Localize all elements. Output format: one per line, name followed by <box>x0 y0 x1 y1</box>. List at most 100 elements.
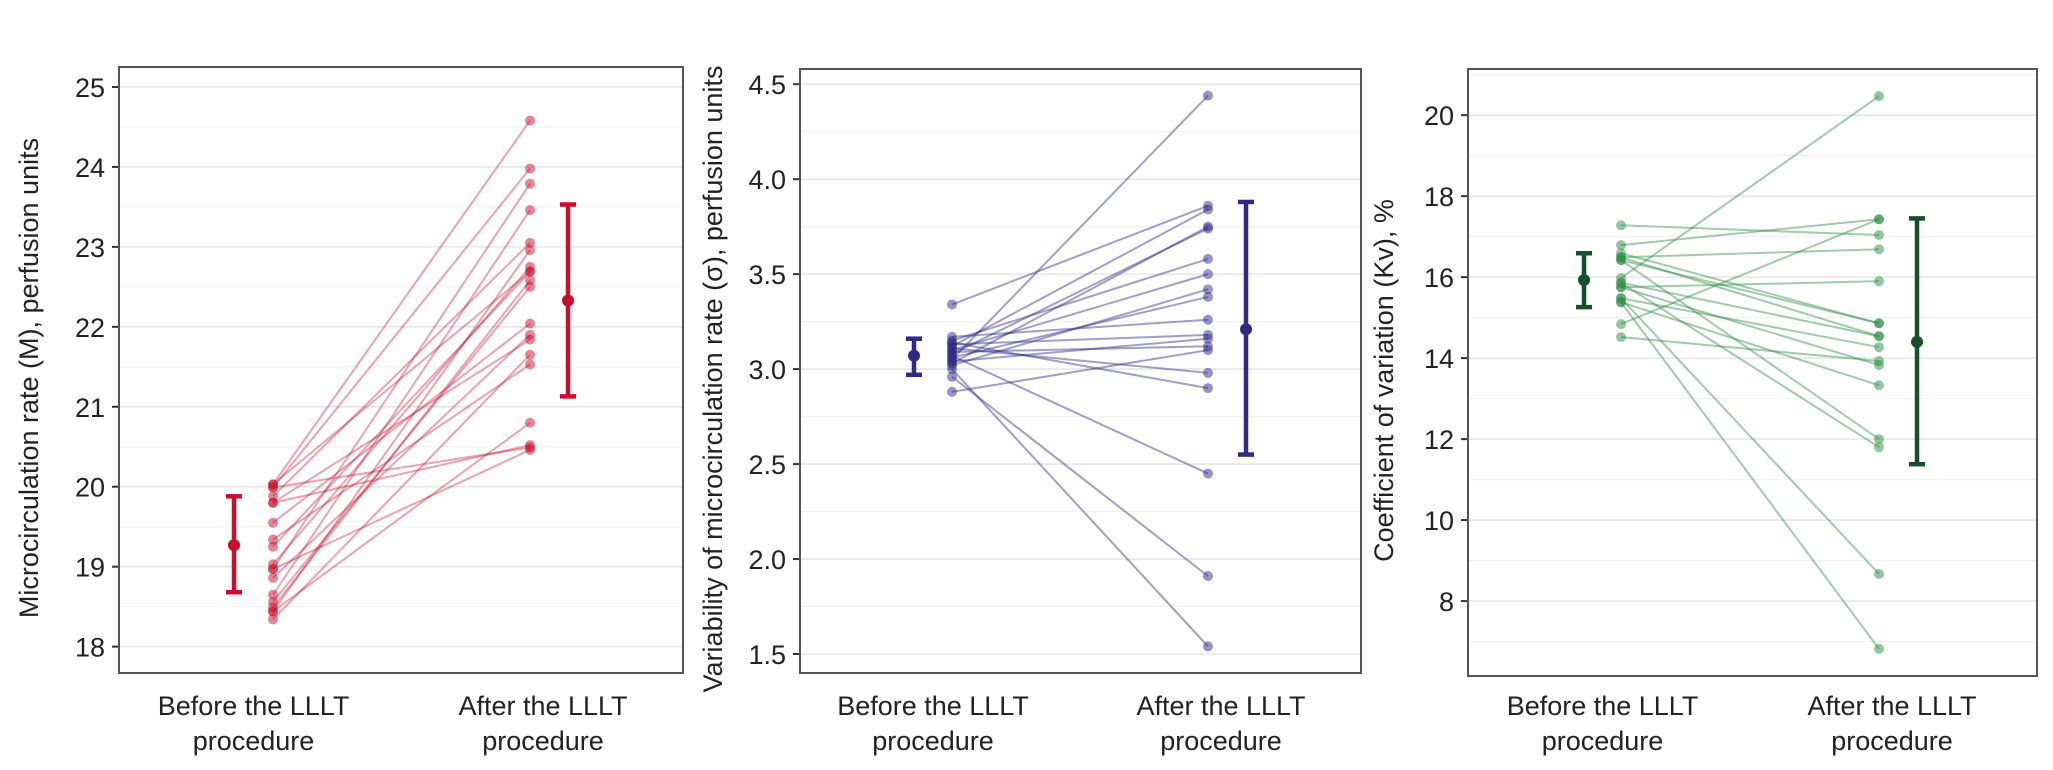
point-after <box>1874 244 1884 255</box>
y-tick-label: 20 <box>1424 101 1454 131</box>
point-after <box>525 417 535 428</box>
subject-line <box>272 249 531 613</box>
x-category-label: After the LLLT <box>1807 691 1976 721</box>
point-before <box>268 589 278 600</box>
mean-point-before <box>1578 273 1590 286</box>
subject-line <box>951 318 1209 338</box>
x-category-label: After the LLLT <box>458 691 627 721</box>
subject-line <box>272 338 531 504</box>
x-category-label: After the LLLT <box>1136 691 1305 721</box>
subject-line <box>1620 281 1880 449</box>
point-after <box>1203 204 1213 215</box>
x-category-label: Before the LLLT <box>1507 691 1699 721</box>
x-category-label: Before the LLLT <box>158 691 350 721</box>
panel-variability-sigma: 1.5 2.0 2.5 3.0 3.5 4.0 4.5 Before the LLLT proc… <box>698 66 1362 756</box>
subject-line <box>1620 224 1880 237</box>
mean-point-after <box>562 294 574 307</box>
point-after <box>1203 641 1213 652</box>
subject-line <box>951 368 1209 648</box>
y-tick-label: 23 <box>75 233 105 263</box>
subject-line <box>1620 256 1880 338</box>
mean-point-before <box>908 349 920 362</box>
point-after <box>1874 442 1884 453</box>
subject-line <box>1620 301 1880 650</box>
subject-line <box>272 286 531 603</box>
y-tick-label: 21 <box>75 393 105 423</box>
subject-line <box>272 270 531 486</box>
subject-line <box>272 421 531 613</box>
point-after <box>525 178 535 189</box>
subject-line <box>1620 248 1880 259</box>
subject-line <box>951 337 1209 363</box>
subject-line <box>272 266 531 565</box>
mean-point-before <box>228 539 240 552</box>
point-after <box>1203 367 1213 378</box>
subject-line <box>272 279 531 609</box>
subject-line <box>951 333 1209 346</box>
subject-line <box>272 322 531 524</box>
subject-line <box>951 354 1209 475</box>
point-after <box>525 266 535 277</box>
subject-line <box>1620 281 1880 338</box>
subject-line <box>1620 252 1880 325</box>
point-before <box>268 541 278 552</box>
x-category-label: procedure <box>1831 726 1953 756</box>
subject-line <box>951 349 1209 393</box>
subject-line <box>951 273 1209 352</box>
point-after <box>1874 331 1884 342</box>
y-tick-label: 19 <box>75 553 105 583</box>
panel-coefficient-of-variation: 8 10 12 14 16 18 20 Before the LLLT procedure Aft… <box>1369 68 2038 756</box>
subject-line <box>272 242 531 498</box>
subject-line <box>951 208 1209 348</box>
subject-line <box>1620 95 1880 279</box>
point-after <box>1203 468 1213 479</box>
point-after <box>1203 383 1213 394</box>
point-before <box>947 337 957 348</box>
mean-point-after <box>1240 323 1252 336</box>
y-tick-label: 24 <box>75 153 105 183</box>
subject-line <box>1620 218 1880 247</box>
y-tick-label: 10 <box>1424 506 1454 536</box>
point-after <box>1203 253 1213 264</box>
point-after <box>1203 333 1213 344</box>
subject-line <box>272 119 531 485</box>
point-after <box>1874 360 1884 371</box>
subject-line <box>951 347 1209 374</box>
point-after <box>1203 90 1213 101</box>
y-tick-label: 3.5 <box>748 260 786 290</box>
point-after <box>1203 314 1213 325</box>
subject-line <box>272 167 531 489</box>
y-tick-label: 2.5 <box>748 450 786 480</box>
point-after <box>1874 568 1884 579</box>
subject-line <box>1620 218 1880 326</box>
point-after <box>525 359 535 370</box>
point-before <box>1616 319 1626 330</box>
point-before <box>1616 297 1626 308</box>
subject-line <box>272 444 531 504</box>
subject-line <box>1620 286 1880 366</box>
y-axis-title: Microcirculation rate (M), perfusion uni… <box>14 138 44 618</box>
subject-line <box>272 183 531 570</box>
y-tick-label: 18 <box>1424 182 1454 212</box>
point-before <box>268 606 278 617</box>
point-before <box>268 572 278 583</box>
y-tick-label: 12 <box>1424 425 1454 455</box>
point-before <box>947 299 957 310</box>
subject-line <box>272 449 531 570</box>
point-after <box>525 237 535 248</box>
point-after <box>525 163 535 174</box>
point-after <box>1874 214 1884 225</box>
point-after <box>1874 434 1884 445</box>
point-before <box>1616 277 1626 288</box>
y-tick-label: 18 <box>75 633 105 663</box>
y-tick-label: 22 <box>75 313 105 343</box>
panel-microcirculation-rate: 18 19 20 21 22 23 24 25 Before the LLLT procedure… <box>14 66 684 756</box>
plot-frame <box>799 68 1362 674</box>
point-before <box>1616 220 1626 231</box>
subject-line <box>1620 297 1880 575</box>
y-tick-label: 1.5 <box>748 640 786 670</box>
point-before <box>947 364 957 375</box>
subject-line <box>1620 301 1880 387</box>
point-after <box>1203 571 1213 582</box>
